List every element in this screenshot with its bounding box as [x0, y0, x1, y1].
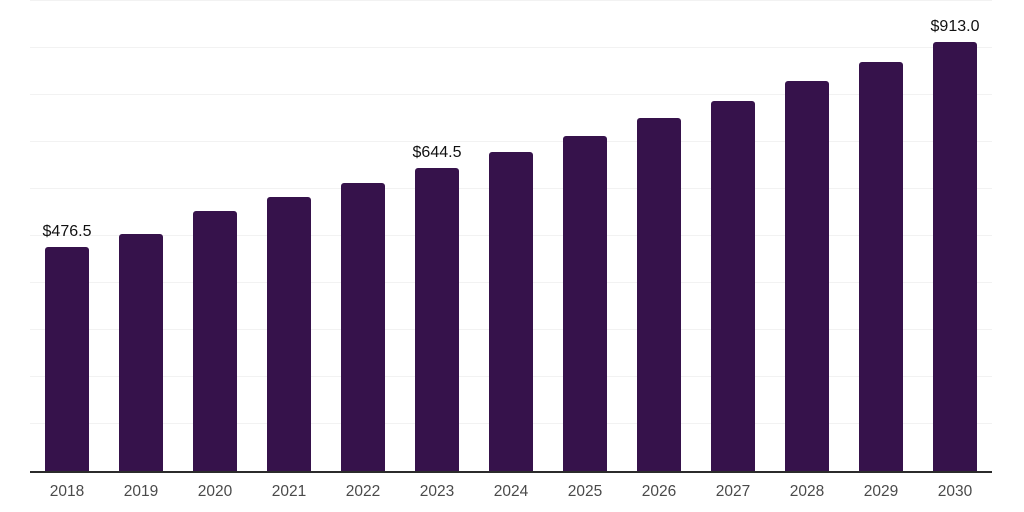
x-tick-label: 2018	[49, 483, 85, 500]
x-tick-label: 2028	[789, 483, 825, 500]
gridline	[30, 47, 992, 48]
bar[interactable]	[637, 118, 681, 471]
x-tick-label: 2026	[641, 483, 677, 500]
bar[interactable]	[45, 247, 89, 471]
plot-area: $476.5 $644.5 $913.0	[30, 0, 992, 473]
gridline	[30, 94, 992, 95]
bar[interactable]	[489, 151, 533, 471]
bar[interactable]	[193, 211, 237, 471]
bar[interactable]	[415, 168, 459, 471]
x-tick-label: 2024	[493, 483, 529, 500]
x-tick-label: 2021	[271, 483, 307, 500]
x-tick-label: 2022	[345, 483, 381, 500]
bar[interactable]	[711, 101, 755, 471]
bar[interactable]	[119, 234, 163, 471]
bar[interactable]	[785, 81, 829, 471]
x-tick-label: 2027	[715, 483, 751, 500]
bar[interactable]	[933, 41, 977, 471]
gridline	[30, 141, 992, 142]
bar-value-label: $913.0	[930, 17, 980, 35]
bar-value-label: $476.5	[42, 223, 92, 241]
x-tick-label: 2023	[419, 483, 455, 500]
x-tick-label: 2019	[123, 483, 159, 500]
bar[interactable]	[267, 197, 311, 471]
bar[interactable]	[341, 182, 385, 471]
x-tick-label: 2030	[937, 483, 973, 500]
x-tick-label: 2025	[567, 483, 603, 500]
bar[interactable]	[563, 136, 607, 471]
bar[interactable]	[859, 62, 903, 471]
x-tick-label: 2029	[863, 483, 899, 500]
bar-value-label: $644.5	[412, 144, 462, 162]
gridline	[30, 0, 992, 1]
x-tick-label: 2020	[197, 483, 233, 500]
